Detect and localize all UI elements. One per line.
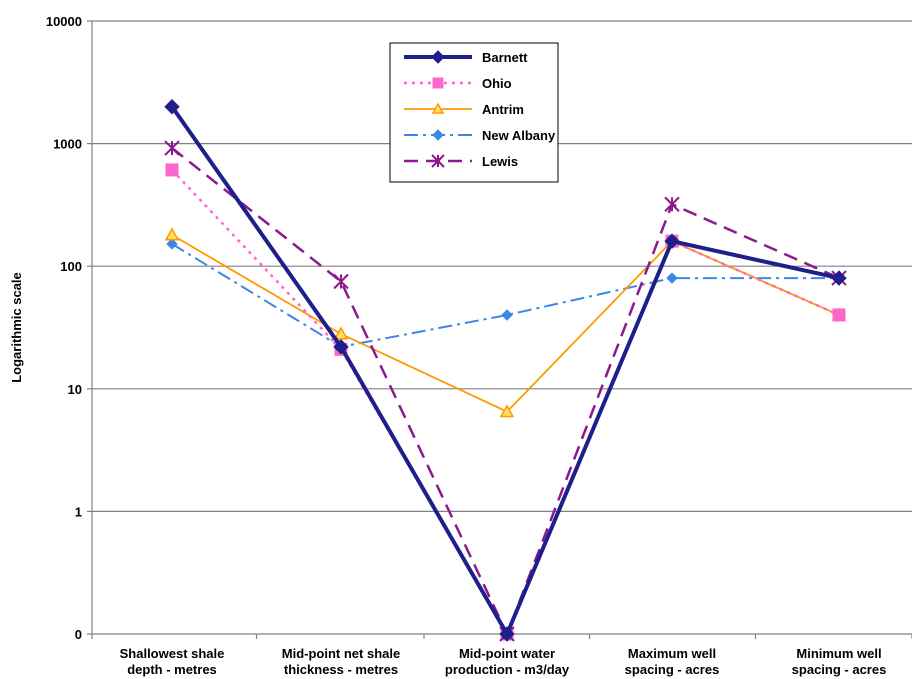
x-category-label-line: thickness - metres bbox=[284, 662, 398, 677]
legend: Barnett Ohio Antrim New Albany Lewis bbox=[389, 42, 559, 183]
x-category-label: Mid-point water production - m3/day bbox=[445, 646, 570, 677]
data-point bbox=[501, 309, 513, 321]
legend-item: Lewis bbox=[404, 154, 518, 169]
legend-item: Antrim bbox=[404, 102, 524, 117]
data-point bbox=[165, 163, 179, 177]
series-lines bbox=[164, 98, 847, 642]
data-point bbox=[432, 129, 444, 141]
data-point bbox=[664, 233, 680, 249]
x-category-label-line: Minimum well bbox=[796, 646, 881, 661]
legend-item: Barnett bbox=[404, 50, 528, 65]
x-category-label-line: spacing - acres bbox=[625, 662, 720, 677]
x-category-label-line: Maximum well bbox=[628, 646, 716, 661]
data-point bbox=[333, 339, 349, 355]
legend-label: Ohio bbox=[482, 76, 512, 91]
series-line bbox=[171, 243, 839, 348]
grid-lines bbox=[92, 20, 912, 512]
y-tick-labels: 0 1 10 100 1000 10000 bbox=[46, 14, 92, 642]
data-point bbox=[832, 308, 846, 322]
x-category-label: Minimum well spacing - acres bbox=[792, 646, 887, 677]
data-point bbox=[831, 270, 847, 286]
y-tick-label: 0 bbox=[75, 627, 82, 642]
x-tick-labels: Shallowest shale depth - metres Mid-point … bbox=[91, 634, 912, 677]
legend-item: Ohio bbox=[404, 76, 512, 91]
x-category-label-line: Mid-point water bbox=[459, 646, 555, 661]
series-line bbox=[171, 147, 840, 636]
series-line bbox=[171, 234, 840, 413]
x-category-label: Shallowest shale depth - metres bbox=[120, 646, 225, 677]
x-category-label-line: spacing - acres bbox=[792, 662, 887, 677]
series-barnett bbox=[164, 98, 847, 642]
data-point bbox=[333, 273, 349, 290]
x-category-label-line: depth - metres bbox=[127, 662, 217, 677]
x-category-label: Mid-point net shale thickness - metres bbox=[282, 646, 400, 677]
data-point bbox=[333, 326, 349, 340]
data-point bbox=[431, 154, 445, 168]
series-ohio bbox=[165, 163, 846, 641]
x-category-label-line: Mid-point net shale bbox=[282, 646, 400, 661]
data-point bbox=[432, 77, 444, 89]
data-point bbox=[431, 50, 445, 64]
x-category-label-line: production - m3/day bbox=[445, 662, 570, 677]
y-tick-label: 1000 bbox=[53, 137, 82, 152]
series-line bbox=[170, 105, 840, 636]
series-lewis bbox=[164, 140, 847, 642]
data-point bbox=[431, 102, 445, 114]
y-tick-label: 100 bbox=[60, 259, 82, 274]
data-point bbox=[499, 626, 515, 642]
y-tick-label: 10000 bbox=[46, 14, 82, 29]
x-category-label: Maximum well spacing - acres bbox=[625, 646, 720, 677]
x-category-label-line: Shallowest shale bbox=[120, 646, 225, 661]
legend-label: New Albany bbox=[482, 128, 556, 143]
legend-label: Lewis bbox=[482, 154, 518, 169]
data-point bbox=[164, 140, 180, 156]
series-line bbox=[171, 169, 840, 636]
data-point bbox=[166, 238, 178, 250]
legend-label: Barnett bbox=[482, 50, 528, 65]
data-point bbox=[666, 272, 678, 284]
y-axis-title: Logarithmic scale bbox=[9, 272, 24, 383]
legend-label: Antrim bbox=[482, 102, 524, 117]
data-point bbox=[499, 404, 515, 418]
y-tick-label: 10 bbox=[68, 382, 82, 397]
legend-box bbox=[389, 42, 559, 183]
data-point bbox=[164, 98, 180, 115]
data-point bbox=[664, 196, 680, 212]
y-tick-label: 1 bbox=[75, 504, 82, 519]
legend-item: New Albany bbox=[404, 128, 556, 143]
data-point bbox=[164, 227, 180, 241]
